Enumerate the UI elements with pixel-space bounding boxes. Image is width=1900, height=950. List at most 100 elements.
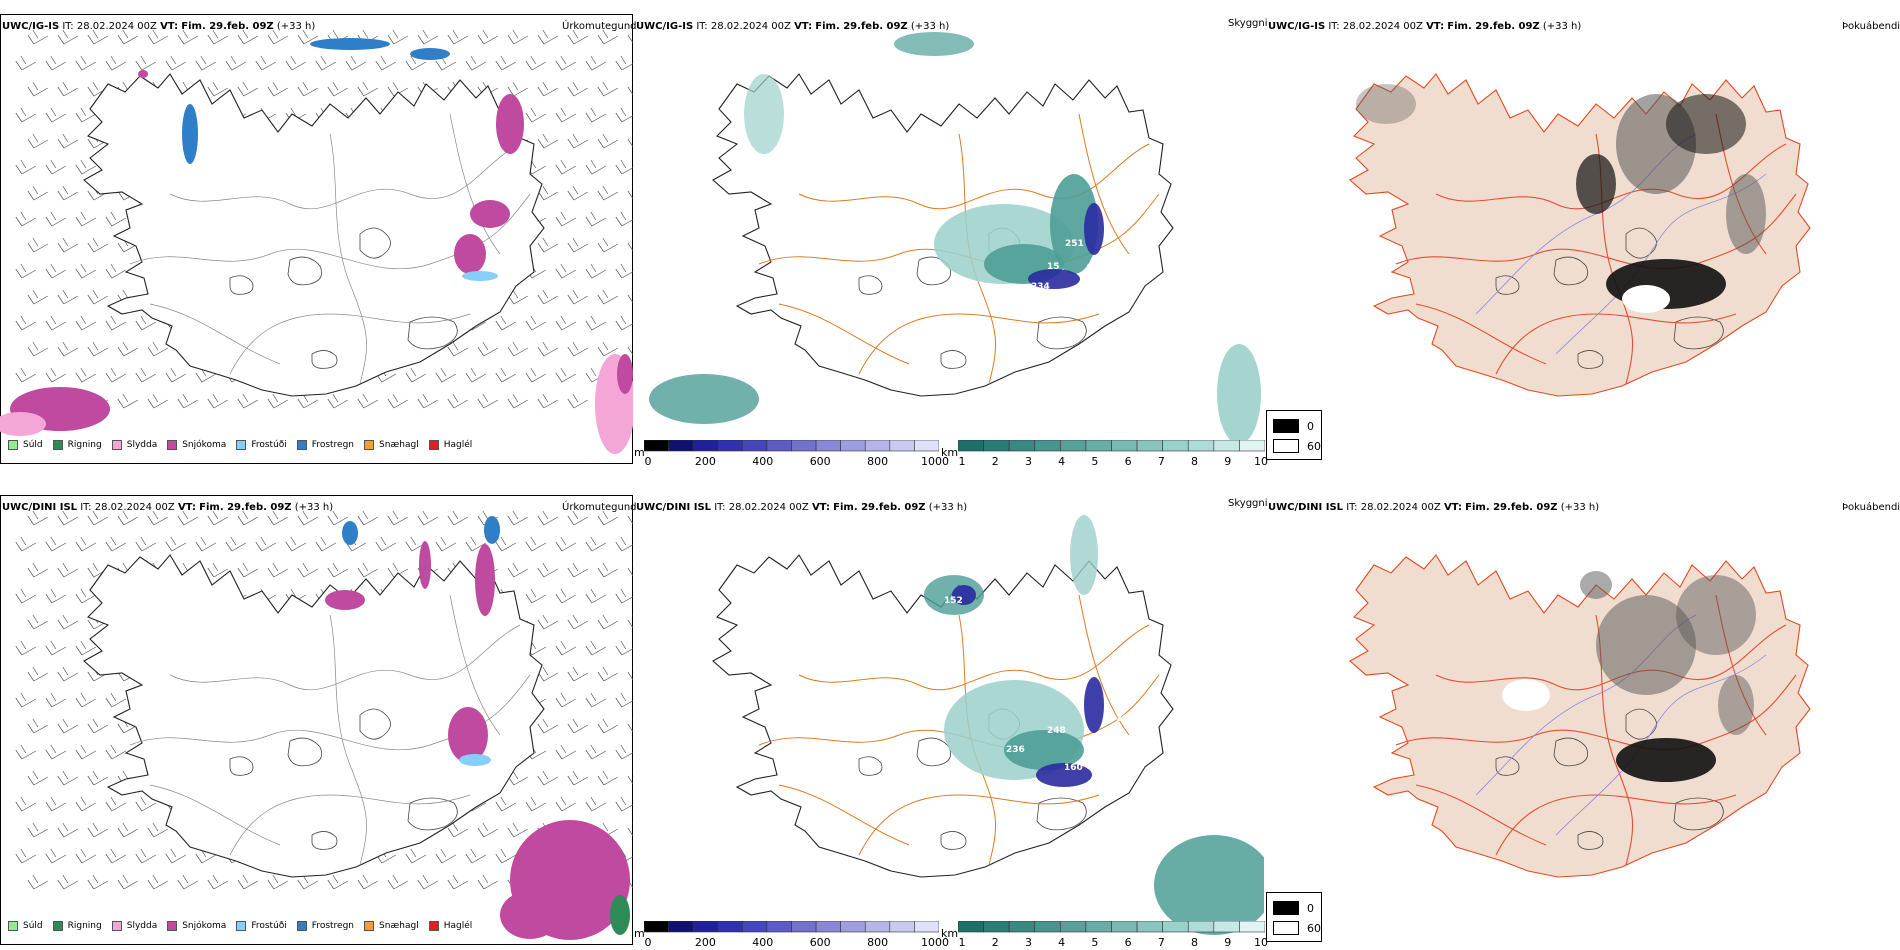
wind-barb — [597, 29, 619, 45]
panel-title-precip: Úrkomutegund — [562, 502, 637, 513]
wind-barb — [567, 770, 589, 786]
colorbar-swatch — [864, 439, 891, 452]
visibility-patch — [1050, 174, 1098, 274]
colorbar-tick-label: 10 — [1254, 455, 1268, 468]
colorbar-swatch — [742, 439, 768, 452]
wind-barb — [15, 848, 37, 864]
glacier-outline — [1577, 831, 1604, 850]
unit-km: km — [941, 927, 959, 940]
colorbar-tick-label: 6 — [1124, 936, 1132, 949]
wind-barb — [555, 640, 577, 656]
wind-barb — [15, 692, 37, 708]
wind-barb — [75, 848, 97, 864]
colorbar-swatch — [1213, 920, 1240, 933]
road-line — [958, 133, 996, 385]
wind-barb — [627, 341, 633, 356]
colorbar-swatch — [1034, 439, 1061, 452]
legend-label: Slydda — [126, 921, 158, 931]
legend-label: Frostregn — [311, 440, 355, 450]
wind-barb — [45, 367, 67, 383]
wind-barb — [495, 315, 517, 331]
legend-item-0: Súld — [8, 440, 43, 450]
panel-title-visibility: Skyggni — [1228, 18, 1268, 29]
legend-label: Frostregn — [311, 921, 355, 931]
precip-legend: Súld Rigning Slydda Snjókoma Frostúði Frostre… — [8, 921, 472, 931]
wind-barb — [555, 588, 577, 604]
road-line — [798, 624, 1150, 691]
legend-item-2: Slydda — [111, 921, 158, 931]
wind-barb — [387, 874, 409, 890]
wind-barb — [45, 796, 67, 812]
wind-barb — [357, 562, 379, 578]
visibility-patch — [649, 374, 759, 424]
wind-barb — [237, 510, 259, 526]
colorbar-swatch — [692, 920, 719, 933]
wind-barb — [195, 536, 217, 552]
glacier-outline — [940, 350, 967, 369]
wind-barb — [45, 536, 67, 552]
wind-barb — [507, 562, 529, 578]
wind-barb — [447, 874, 469, 890]
frostregn-patch — [310, 38, 390, 50]
wind-barb — [615, 692, 633, 708]
wind-barb — [45, 159, 67, 175]
colorbar-tick-label: 400 — [752, 455, 774, 468]
wind-barb — [525, 796, 547, 812]
legend-label: Súld — [23, 440, 43, 450]
wind-barb — [267, 81, 289, 97]
wind-barb — [537, 237, 559, 253]
legend-item-5: Frostregn — [296, 921, 355, 931]
wind-barb — [105, 796, 127, 812]
wind-barb — [105, 744, 127, 760]
wind-barb — [87, 510, 109, 526]
wind-barb — [45, 848, 67, 864]
road-line — [449, 594, 501, 736]
wind-barb — [405, 848, 427, 864]
low-visibility-patch — [1084, 677, 1104, 733]
wind-barb — [117, 341, 139, 357]
wind-barb — [45, 315, 67, 331]
legend-label: Haglél — [443, 921, 473, 931]
glacier-outline — [916, 737, 952, 767]
colorbar-swatch — [864, 920, 891, 933]
wind-barb — [357, 81, 379, 97]
legend-item-7: Haglél — [428, 440, 472, 450]
colorbar-swatch — [1008, 920, 1036, 933]
wind-barb — [15, 536, 37, 552]
wind-barb — [45, 588, 67, 604]
wind-barb — [285, 536, 307, 552]
colorbar-tick-label: 2 — [991, 936, 999, 949]
colorbar-m-swatches — [643, 439, 940, 452]
fog-swatch-0 — [1273, 901, 1299, 915]
wind-barb — [435, 848, 457, 864]
wind-barb — [135, 536, 157, 552]
wind-barb — [297, 562, 319, 578]
glacier-outline — [1625, 708, 1657, 740]
wind-barb — [315, 536, 337, 552]
wind-barb — [315, 55, 337, 71]
wind-barb — [117, 29, 139, 45]
colorbar-swatch — [1060, 439, 1087, 452]
wind-barb — [75, 315, 97, 331]
wind-barb — [567, 81, 589, 97]
colorbar-tick-label: 10 — [1254, 936, 1268, 949]
panel-title-fog: Þokuábendi — [1842, 502, 1900, 513]
wind-barb — [87, 29, 109, 45]
colorbar-swatch — [914, 920, 940, 933]
colorbar-swatch — [717, 920, 743, 933]
visibility-value-label: 160 — [1064, 763, 1083, 773]
glacier-outline — [1495, 756, 1520, 776]
unit-km: km — [941, 446, 959, 459]
panel-title-fog: Þokuábendi — [1842, 21, 1900, 32]
road-line — [449, 113, 501, 255]
colorbar-swatch — [1111, 920, 1138, 933]
wind-barb — [627, 822, 633, 837]
iceland-coastline — [712, 554, 1174, 878]
visibility-km-colorbar: 1 2 3 4 5 6 7 8 9 10 — [957, 437, 1268, 469]
wind-barb — [297, 81, 319, 97]
colorbar-swatch — [1085, 920, 1112, 933]
fog-legend: 0 60 — [1266, 410, 1322, 460]
visibility-patch — [1154, 835, 1264, 935]
wind-barb — [327, 393, 349, 409]
wind-barb — [105, 692, 127, 708]
